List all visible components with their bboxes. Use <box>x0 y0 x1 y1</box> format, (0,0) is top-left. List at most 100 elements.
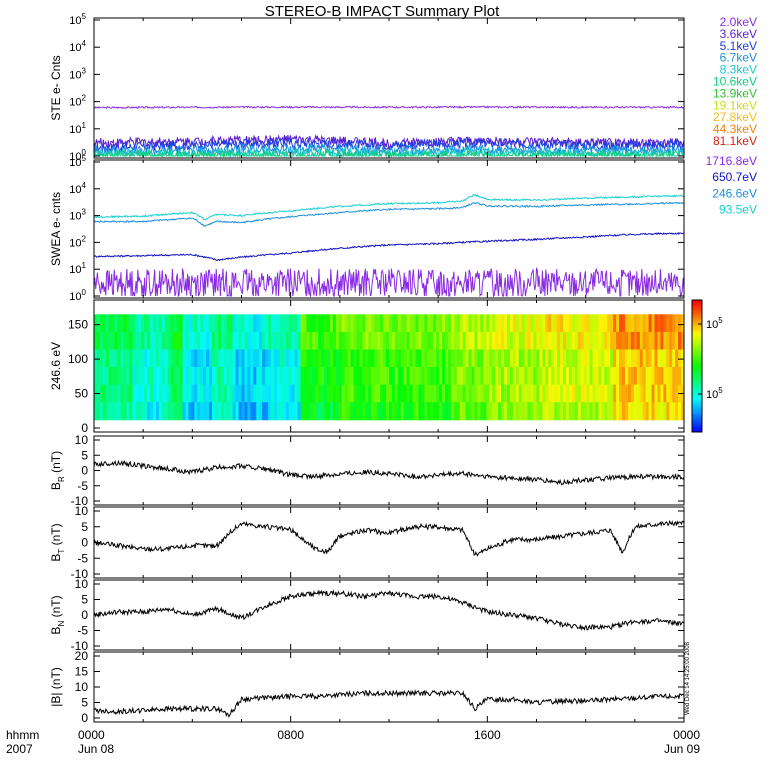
heatmap-cell <box>628 331 632 350</box>
heatmap-cell <box>206 314 210 333</box>
heatmap-cell <box>518 402 523 421</box>
heatmap-cell <box>123 402 128 421</box>
y-axis-label: |B| (nT) <box>49 667 63 707</box>
heatmap-cell <box>250 314 254 333</box>
colorbar-step <box>692 418 702 422</box>
heatmap-cell <box>433 349 437 368</box>
heatmap-cell <box>471 384 476 403</box>
heatmap-cell <box>241 384 246 403</box>
heatmap-cell <box>147 349 151 368</box>
heatmap-cell <box>571 331 576 350</box>
heatmap-cell <box>468 331 473 350</box>
heatmap-cell <box>94 331 98 350</box>
heatmap-cell <box>598 314 602 333</box>
colorbar-step <box>692 385 702 389</box>
heatmap-cell <box>625 384 629 403</box>
heatmap-cell <box>542 367 546 386</box>
heatmap-cell <box>554 384 558 403</box>
heatmap-cell <box>297 402 302 421</box>
heatmap-cell <box>315 384 319 403</box>
heatmap-cell <box>580 384 585 403</box>
heatmap-cell <box>356 314 360 333</box>
heatmap-cell <box>607 367 611 386</box>
heatmap-cell <box>571 367 576 386</box>
heatmap-cell <box>468 384 473 403</box>
x-tick-label: 1600 <box>474 728 501 742</box>
y-tick-label: -5 <box>77 479 88 493</box>
heatmap-cell <box>507 331 511 350</box>
heatmap-cell <box>551 367 555 386</box>
heatmap-cell <box>406 402 411 421</box>
heatmap-cell <box>114 367 119 386</box>
heatmap-cell <box>630 367 635 386</box>
heatmap-cell <box>341 367 346 386</box>
heatmap-cell <box>554 331 558 350</box>
heatmap-cell <box>206 367 210 386</box>
heatmap-cell <box>294 367 299 386</box>
heatmap-cell <box>185 331 190 350</box>
heatmap-cell <box>262 402 266 421</box>
heatmap-cell <box>135 402 139 421</box>
legend-entry: 27.8keV <box>713 110 757 124</box>
heatmap-cell <box>241 367 246 386</box>
heatmap-cell <box>448 314 452 333</box>
heatmap-cell <box>651 331 656 350</box>
heatmap-cell <box>279 367 284 386</box>
heatmap-cell <box>560 367 564 386</box>
heatmap-cell <box>504 402 508 421</box>
heatmap-cell <box>524 402 529 421</box>
heatmap-cell <box>377 384 381 403</box>
heatmap-cell <box>598 349 602 368</box>
heatmap-cell <box>170 402 175 421</box>
heatmap-cell <box>616 367 620 386</box>
heatmap-cell <box>250 384 254 403</box>
heatmap-cell <box>630 402 635 421</box>
heatmap-cell <box>250 402 254 421</box>
series-line-bt <box>94 519 684 557</box>
heatmap-cell <box>415 331 419 350</box>
heatmap-cell <box>563 314 567 333</box>
heatmap-cell <box>315 331 319 350</box>
heatmap-cell <box>489 349 493 368</box>
series-line-bn <box>94 589 684 631</box>
heatmap-cell <box>601 402 605 421</box>
heatmap-cell <box>182 314 186 333</box>
heatmap-cell <box>545 384 549 403</box>
heatmap-cell <box>427 331 431 350</box>
heatmap-cell <box>542 314 546 333</box>
heatmap-cell <box>628 384 632 403</box>
heatmap-cell <box>465 314 470 333</box>
x-tick-label: 0000 <box>673 728 700 742</box>
heatmap-cell <box>415 314 419 333</box>
legend-entry: 13.9keV <box>713 86 757 100</box>
heatmap-cell <box>274 384 278 403</box>
heatmap-cell <box>347 402 352 421</box>
heatmap-cell <box>359 331 363 350</box>
heatmap-cell <box>161 384 166 403</box>
heatmap-cell <box>123 367 128 386</box>
heatmap-cell <box>362 402 366 421</box>
heatmap-cell <box>456 367 461 386</box>
heatmap-cell <box>421 367 425 386</box>
heatmap-cell <box>456 384 461 403</box>
heatmap-cell <box>135 331 139 350</box>
heatmap-cell <box>477 402 481 421</box>
heatmap-cell <box>450 402 455 421</box>
heatmap-cell <box>176 367 181 386</box>
heatmap-cell <box>341 314 346 333</box>
heatmap-cell <box>144 349 148 368</box>
heatmap-cell <box>636 402 641 421</box>
heatmap-cell <box>167 331 172 350</box>
heatmap-cell <box>509 367 514 386</box>
heatmap-cell <box>539 349 543 368</box>
heatmap-cell <box>212 349 216 368</box>
heatmap-cell <box>456 314 461 333</box>
heatmap-cell <box>203 402 207 421</box>
heatmap-cell <box>521 349 526 368</box>
heatmap-cell <box>495 367 499 386</box>
heatmap-cell <box>356 384 360 403</box>
heatmap-cell <box>135 349 139 368</box>
heatmap-cell <box>303 331 308 350</box>
heatmap-cell <box>394 384 399 403</box>
heatmap-cell <box>362 349 366 368</box>
